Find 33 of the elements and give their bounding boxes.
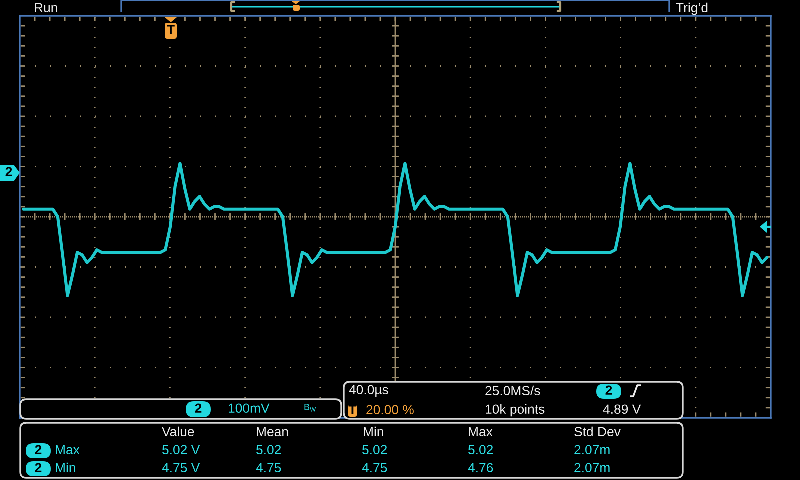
- annotation: 20.00 %: [366, 405, 414, 415]
- text: 4.76: [468, 463, 494, 473]
- annotation: T: [348, 405, 357, 414]
- text: 2: [35, 463, 42, 472]
- annotation: B$_{W}$: [304, 404, 316, 412]
- text: Min: [364, 426, 384, 436]
- text: Max: [56, 445, 80, 455]
- text: Trig’d: [676, 2, 708, 16]
- text: Mean: [257, 427, 288, 437]
- text: Min: [56, 462, 76, 472]
- text: 4.75 V: [162, 463, 200, 473]
- text: 2: [6, 167, 12, 176]
- text: Value: [162, 426, 194, 437]
- text: 5.02: [256, 445, 282, 455]
- text: 2.07m: [574, 463, 610, 473]
- annotation: 100mV: [229, 404, 270, 414]
- text: 5.02 V: [162, 445, 200, 455]
- text: 2: [35, 445, 42, 454]
- annotation: 2: [606, 386, 612, 395]
- text: Max: [469, 427, 493, 437]
- annotation: 25.0MS/s: [486, 386, 540, 396]
- annotation: 4.89 V: [603, 404, 642, 414]
- annotation: 2: [195, 404, 202, 413]
- text: 5.02: [468, 445, 494, 455]
- text: Std Dev: [574, 426, 621, 437]
- text: 5.02: [362, 445, 388, 455]
- text: T: [167, 25, 175, 34]
- text: 2.07m: [574, 445, 610, 455]
- annotation: 40.0µs: [349, 385, 388, 398]
- text: 4.75: [256, 463, 282, 473]
- text: Run: [35, 3, 58, 13]
- annotation: 10k points: [486, 404, 545, 417]
- text: 4.75: [362, 463, 388, 473]
